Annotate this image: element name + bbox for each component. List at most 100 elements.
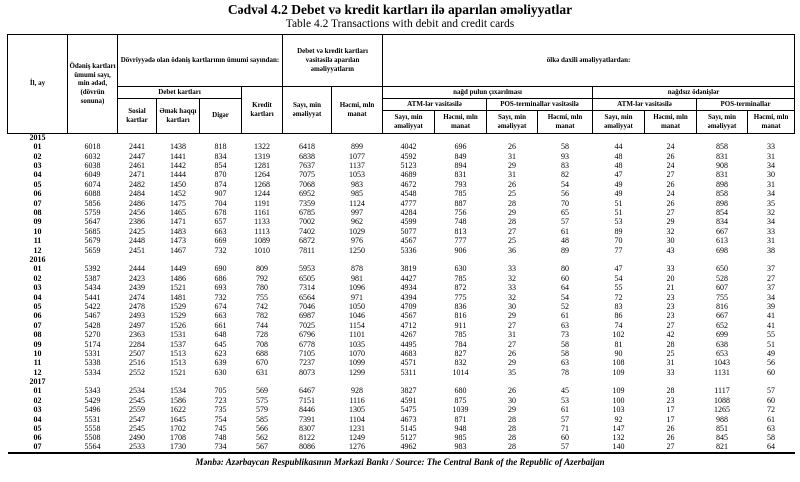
data-cell: 5343 — [84, 386, 101, 396]
table-row: 02 5429 2545 1586 723 575 7151 1116 4591 875 30 53 1… — [8, 396, 795, 405]
data-cell: 55 — [614, 283, 623, 293]
data-cell: 1010 — [254, 245, 270, 255]
data-cell: 657 — [214, 217, 227, 227]
data-cell: 6467 — [299, 386, 315, 396]
data-cell: 732 — [214, 292, 227, 302]
data-cell: 698 — [716, 245, 728, 255]
data-cell: 1529 — [170, 311, 186, 321]
data-cell: 566 — [256, 424, 268, 434]
data-cell: 1046 — [349, 311, 365, 321]
data-cell: 854 — [214, 161, 227, 171]
data-cell: 33 — [666, 367, 675, 377]
data-cell: 652 — [716, 320, 728, 330]
data-cell: 27 — [644, 443, 697, 454]
table-row: 04 6049 2471 1444 870 1264 7075 1053 4689 831 31 82… — [8, 171, 795, 180]
month-label: 01 — [33, 142, 42, 152]
data-cell: 61 — [561, 405, 569, 415]
data-cell: 5392 — [84, 264, 101, 274]
data-cell: 31 — [508, 330, 516, 340]
data-cell: 28 — [508, 433, 516, 443]
data-cell: 60 — [767, 367, 776, 377]
data-cell: 89 — [614, 226, 623, 236]
data-cell: 6564 — [299, 292, 315, 302]
data-cell: 7068 — [299, 179, 315, 189]
data-cell: 813 — [454, 226, 467, 236]
data-cell: 898 — [716, 179, 728, 189]
data-cell: 1014 — [452, 367, 469, 377]
data-cell: 39 — [767, 301, 776, 311]
data-cell: 7391 — [299, 414, 315, 424]
data-cell: 1450 — [170, 179, 186, 189]
data-cell: 745 — [214, 424, 227, 434]
data-cell: 26 — [666, 424, 675, 434]
data-cell: 1299 — [349, 367, 365, 377]
data-cell: 17 — [666, 414, 675, 424]
data-cell: 792 — [256, 273, 268, 283]
data-cell: 704 — [214, 198, 227, 208]
data-cell: 871 — [454, 414, 467, 424]
data-cell: 31 — [767, 151, 776, 161]
header-row-groups: İl, ay Ödəniş kartları ümumi sayı, min ə… — [7, 33, 796, 134]
data-cell: 1070 — [349, 348, 365, 358]
table-row: 08 5759 2456 1465 678 1161 6785 997 4284 756 29 65 5… — [8, 208, 795, 217]
data-cell: 690 — [214, 264, 227, 274]
table-row: 11 5338 2516 1513 639 670 7237 1099 4571 832 29 63 1… — [8, 359, 795, 368]
data-cell: 1249 — [349, 433, 365, 443]
data-cell: 2447 — [129, 151, 145, 161]
data-cell: 71 — [561, 424, 569, 434]
data-cell: 6049 — [84, 170, 101, 180]
data-cell: 48 — [614, 161, 623, 171]
data-cell: 92 — [614, 414, 623, 424]
data-cell: 28 — [508, 414, 516, 424]
month-label: 03 — [33, 405, 42, 415]
month-label: 02 — [33, 273, 42, 283]
data-cell: 27 — [508, 320, 516, 330]
data-cell: 1265 — [714, 405, 730, 415]
data-cell: 6418 — [299, 142, 315, 152]
data-cell: 60 — [767, 395, 776, 405]
table-row: 07 5856 2486 1475 704 1191 7359 1124 4777 887 28 70… — [8, 199, 795, 208]
data-cell: 73 — [561, 330, 569, 340]
data-cell: 1088 — [714, 395, 730, 405]
col-header-hecmi: Həcmi, mln manat — [331, 85, 383, 134]
data-cell: 80 — [561, 264, 569, 274]
data-cell: 1319 — [254, 151, 270, 161]
data-cell: 831 — [716, 170, 728, 180]
data-cell: 5270 — [84, 330, 101, 340]
col-header-nagd-pos-hecmi: Həcmi, mln manat — [537, 109, 593, 134]
data-cell: 63 — [767, 424, 776, 434]
data-cell: 645 — [214, 339, 227, 349]
data-cell: 2461 — [129, 161, 145, 171]
data-cell: 669 — [214, 236, 227, 246]
col-header-nagdsiz-atm-hecmi: Həcmi, mln manat — [644, 109, 697, 134]
year-row-filler — [68, 377, 795, 386]
data-cell: 51 — [614, 198, 623, 208]
data-cell: 83 — [561, 161, 569, 171]
data-cell: 705 — [214, 386, 227, 396]
data-cell: 5077 — [400, 226, 417, 236]
table-row: 03 5496 2559 1622 735 579 8446 1305 5475 1039 29 61… — [8, 406, 795, 415]
data-cell: 988 — [716, 414, 728, 424]
data-cell: 638 — [716, 339, 728, 349]
data-cell: 985 — [351, 189, 363, 199]
data-cell: 908 — [716, 161, 728, 171]
data-cell: 8086 — [282, 443, 332, 454]
data-cell: 1281 — [254, 161, 270, 171]
data-cell: 58 — [561, 339, 569, 349]
data-cell: 1586 — [170, 395, 186, 405]
data-cell: 623 — [214, 348, 227, 358]
data-cell: 2363 — [129, 330, 145, 340]
data-cell: 26 — [508, 386, 516, 396]
data-cell: 57 — [561, 414, 569, 424]
data-cell: 23 — [666, 301, 675, 311]
data-cell: 849 — [454, 151, 467, 161]
data-cell: 1104 — [349, 414, 365, 424]
data-cell: 5441 — [84, 292, 101, 302]
data-cell: 5759 — [84, 208, 101, 218]
data-cell: 870 — [214, 170, 227, 180]
data-cell: 33 — [508, 264, 516, 274]
data-cell: 52 — [561, 301, 569, 311]
col-header-diger: Digər — [199, 97, 242, 134]
month-label: 10 — [33, 348, 42, 358]
data-cell: 1534 — [170, 386, 186, 396]
